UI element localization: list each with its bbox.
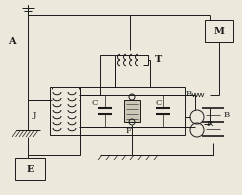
Bar <box>50 87 80 135</box>
Text: T: T <box>155 56 162 65</box>
Text: A: A <box>8 37 16 46</box>
Text: M: M <box>213 27 224 35</box>
Text: F: F <box>126 127 132 135</box>
Text: C: C <box>91 99 97 107</box>
Text: B: B <box>224 111 230 119</box>
Text: C: C <box>155 99 161 107</box>
Text: J: J <box>33 111 36 119</box>
Bar <box>80 87 185 135</box>
Text: R: R <box>207 120 213 128</box>
Bar <box>124 100 140 122</box>
Text: E: E <box>26 165 34 174</box>
Text: B: B <box>186 90 192 98</box>
Bar <box>205 20 233 42</box>
Bar <box>15 158 45 180</box>
